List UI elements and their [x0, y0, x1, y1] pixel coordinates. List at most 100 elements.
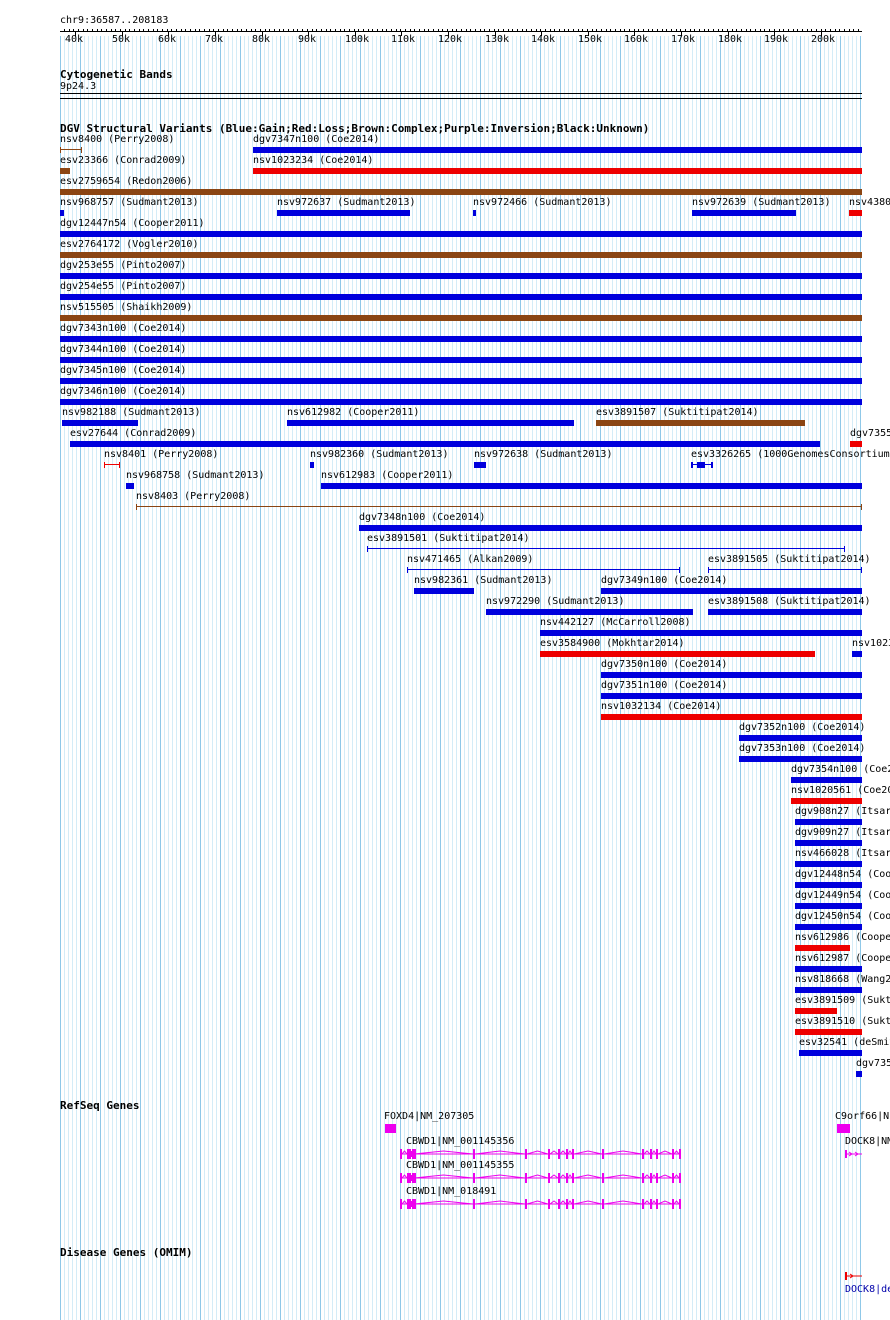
variant-bar[interactable] — [795, 903, 862, 909]
variant-bar[interactable] — [601, 672, 862, 678]
variant-line[interactable] — [60, 149, 82, 150]
gene-label[interactable]: DOCK8|NM — [845, 1136, 890, 1147]
variant-label[interactable]: dgv12447n54 (Cooper2011) — [60, 218, 205, 229]
variant-label[interactable]: nsv471465 (Alkan2009) — [407, 554, 534, 565]
variant-bar[interactable] — [126, 483, 134, 489]
variant-bar[interactable] — [60, 189, 862, 195]
refseq-track-title[interactable]: RefSeq Genes — [60, 1099, 140, 1112]
variant-bar[interactable] — [795, 1029, 862, 1035]
variant-label[interactable]: nsv442127 (McCarroll2008) — [540, 617, 691, 628]
variant-label[interactable]: nsv818668 (Wang2 — [795, 974, 890, 985]
variant-bar[interactable] — [414, 588, 474, 594]
variant-label[interactable]: dgv7353n100 (Coe2014) — [739, 743, 866, 754]
variant-label[interactable]: dgv735 — [856, 1058, 890, 1069]
variant-bar[interactable] — [70, 441, 820, 447]
gene-model[interactable] — [400, 1198, 682, 1210]
variant-label[interactable]: nsv1020561 (Coe20 — [791, 785, 890, 796]
variant-label[interactable]: nsv612982 (Cooper2011) — [287, 407, 420, 418]
variant-bar[interactable] — [849, 210, 862, 216]
variant-label[interactable]: dgv12448n54 (Coo — [795, 869, 890, 880]
variant-label[interactable]: nsv1023234 (Coe2014) — [253, 155, 374, 166]
variant-label[interactable]: nsv968758 (Sudmant2013) — [126, 470, 265, 481]
gene-model[interactable] — [400, 1148, 682, 1160]
gene-exon[interactable] — [385, 1124, 396, 1133]
variant-label[interactable]: dgv7345n100 (Coe2014) — [60, 365, 187, 376]
dgv-track-title[interactable]: DGV Structural Variants (Blue:Gain;Red:L… — [60, 122, 650, 135]
variant-label[interactable]: dgv7346n100 (Coe2014) — [60, 386, 187, 397]
variant-label[interactable]: nsv972290 (Sudmant2013) — [486, 596, 625, 607]
variant-label[interactable]: dgv7343n100 (Coe2014) — [60, 323, 187, 334]
variant-bar[interactable] — [60, 231, 862, 237]
variant-bar[interactable] — [791, 798, 862, 804]
variant-bar[interactable] — [850, 441, 862, 447]
variant-label[interactable]: esv3891510 (Sukt — [795, 1016, 890, 1027]
variant-label[interactable]: nsv972466 (Sudmant2013) — [473, 197, 612, 208]
variant-line[interactable] — [136, 506, 862, 507]
variant-bar[interactable] — [60, 273, 862, 279]
variant-label[interactable]: dgv7352n100 (Coe2014) — [739, 722, 866, 733]
variant-label[interactable]: esv23366 (Conrad2009) — [60, 155, 187, 166]
variant-bar[interactable] — [473, 210, 476, 216]
variant-label[interactable]: nsv4380 — [849, 197, 890, 208]
variant-bar[interactable] — [795, 1008, 837, 1014]
variant-label[interactable]: nsv8403 (Perry2008) — [136, 491, 251, 502]
variant-bar[interactable] — [692, 210, 796, 216]
variant-label[interactable]: esv2759654 (Redon2006) — [60, 176, 193, 187]
variant-label[interactable]: nsv612983 (Cooper2011) — [321, 470, 454, 481]
variant-bar[interactable] — [486, 609, 693, 615]
variant-label[interactable]: nsv972638 (Sudmant2013) — [474, 449, 613, 460]
variant-label[interactable]: dgv7349n100 (Coe2014) — [601, 575, 728, 586]
variant-bar[interactable] — [601, 693, 862, 699]
variant-bar[interactable] — [795, 945, 850, 951]
variant-bar[interactable] — [799, 1050, 862, 1056]
variant-bar[interactable] — [795, 924, 862, 930]
variant-label[interactable]: dgv7347n100 (Coe2014) — [253, 134, 380, 145]
variant-bar[interactable] — [60, 210, 64, 216]
variant-label[interactable]: dgv12450n54 (Coo — [795, 911, 890, 922]
variant-label[interactable]: nsv972639 (Sudmant2013) — [692, 197, 831, 208]
omim-gene-model[interactable] — [845, 1271, 863, 1281]
gene-model[interactable] — [845, 1149, 863, 1159]
variant-bar[interactable] — [60, 294, 862, 300]
variant-bar[interactable] — [60, 315, 862, 321]
variant-label[interactable]: nsv466028 (Itsar — [795, 848, 890, 859]
omim-track-title[interactable]: Disease Genes (OMIM) — [60, 1246, 193, 1259]
variant-label[interactable]: esv3891508 (Suktitipat2014) — [708, 596, 871, 607]
variant-bar[interactable] — [60, 168, 70, 174]
variant-label[interactable]: nsv1023 — [852, 638, 890, 649]
gene-exon[interactable] — [837, 1124, 850, 1133]
variant-bar[interactable] — [795, 840, 862, 846]
variant-bar[interactable] — [60, 399, 862, 405]
variant-bar[interactable] — [540, 651, 815, 657]
variant-label[interactable]: esv2764172 (Vogler2010) — [60, 239, 199, 250]
gene-label[interactable]: CBWD1|NM_018491 — [406, 1186, 497, 1197]
variant-bar[interactable] — [62, 420, 138, 426]
gene-model[interactable] — [400, 1172, 682, 1184]
variant-bar[interactable] — [795, 882, 862, 888]
variant-label[interactable]: dgv7355 — [850, 428, 890, 439]
variant-label[interactable]: nsv982188 (Sudmant2013) — [62, 407, 201, 418]
variant-label[interactable]: nsv982360 (Sudmant2013) — [310, 449, 449, 460]
variant-bar[interactable] — [277, 210, 410, 216]
variant-bar[interactable] — [795, 966, 862, 972]
variant-bar[interactable] — [856, 1071, 862, 1077]
variant-bar[interactable] — [791, 777, 862, 783]
variant-label[interactable]: esv3584900 (Mokhtar2014) — [540, 638, 685, 649]
variant-bar[interactable] — [60, 378, 862, 384]
variant-line[interactable] — [407, 569, 680, 570]
variant-label[interactable]: nsv612986 (Coope — [795, 932, 890, 943]
variant-bar[interactable] — [795, 861, 862, 867]
variant-label[interactable]: nsv968757 (Sudmant2013) — [60, 197, 199, 208]
variant-label[interactable]: dgv7351n100 (Coe2014) — [601, 680, 728, 691]
variant-bar[interactable] — [474, 462, 486, 468]
variant-label[interactable]: esv3891501 (Suktitipat2014) — [367, 533, 530, 544]
variant-label[interactable]: dgv908n27 (Itsar — [795, 806, 890, 817]
variant-label[interactable]: esv32541 (deSmit — [799, 1037, 890, 1048]
variant-label[interactable]: esv3891507 (Suktitipat2014) — [596, 407, 759, 418]
variant-label[interactable]: dgv909n27 (Itsar — [795, 827, 890, 838]
variant-label[interactable]: esv3326265 (1000GenomesConsortium — [691, 449, 890, 460]
variant-bar[interactable] — [596, 420, 805, 426]
gene-label[interactable]: C9orf66|N — [835, 1111, 890, 1122]
variant-label[interactable]: nsv982361 (Sudmant2013) — [414, 575, 553, 586]
variant-label[interactable]: esv27644 (Conrad2009) — [70, 428, 197, 439]
